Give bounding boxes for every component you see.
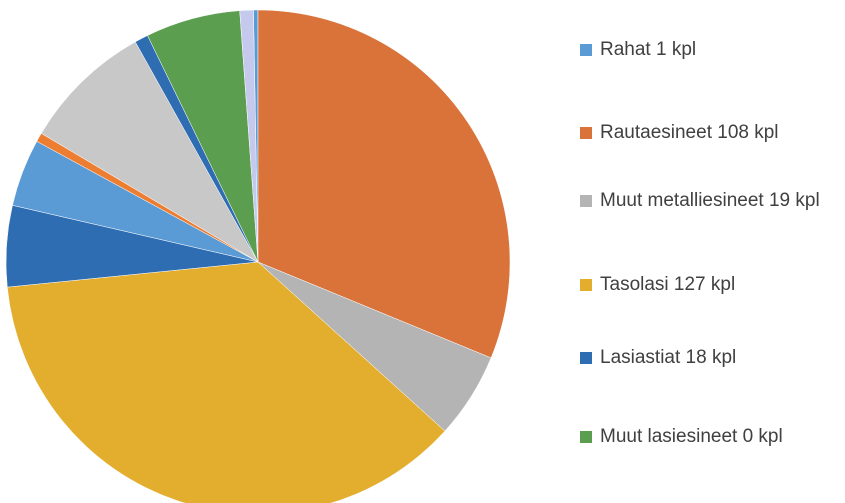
legend-label: Tasolasi 127 kpl	[600, 274, 736, 295]
legend-swatch	[580, 195, 592, 207]
legend-label: Rautaesineet 108 kpl	[600, 122, 779, 143]
pie-slice	[239, 9, 259, 263]
legend-label: Lasiastiat 18 kpl	[600, 347, 737, 368]
legend-item: Rautaesineet 108 kpl	[580, 116, 840, 150]
legend-label: Muut lasiesineet 0 kpl	[600, 426, 783, 447]
legend-label: Muut metalliesineet 19 kpl	[600, 190, 820, 211]
legend-item: Rahat 1 kpl	[580, 33, 840, 67]
pie-slice	[6, 261, 446, 503]
legend-swatch	[580, 279, 592, 291]
pie-slice	[40, 41, 259, 263]
legend-item: Muut lasiesineet 0 kpl	[580, 420, 840, 454]
legend-swatch	[580, 127, 592, 139]
legend-swatch	[580, 352, 592, 364]
legend-item: Lasiastiat 18 kpl	[580, 341, 840, 375]
legend-label: Rahat 1 kpl	[600, 39, 697, 60]
legend-swatch	[580, 44, 592, 56]
legend-item: Muut metalliesineet 19 kpl	[580, 184, 840, 218]
legend-swatch	[580, 431, 592, 443]
legend-item: Tasolasi 127 kpl	[580, 268, 840, 302]
pie-slice	[257, 9, 511, 359]
